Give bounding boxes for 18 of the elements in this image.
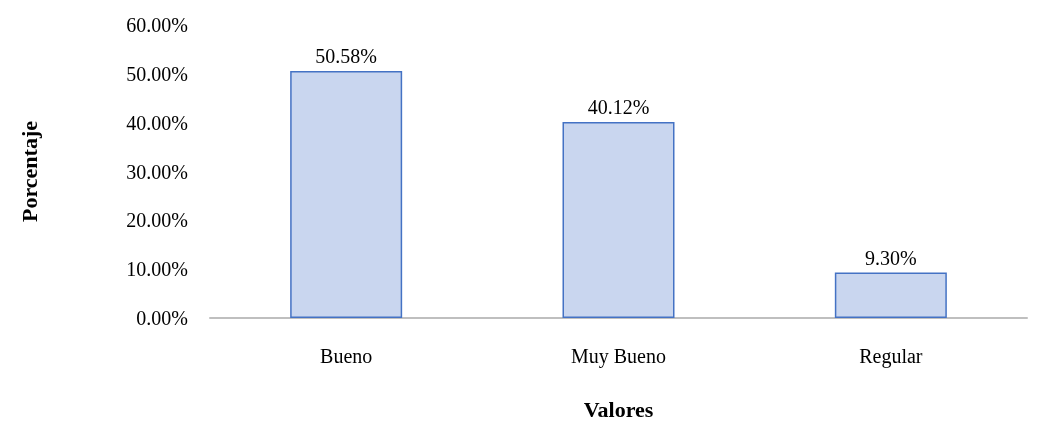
y-tick-label: 40.00%: [126, 111, 188, 134]
y-tick-label: 60.00%: [126, 14, 188, 36]
data-label: 50.58%: [315, 45, 377, 67]
data-label: 40.12%: [587, 96, 650, 119]
x-tick-label: Regular: [859, 345, 923, 368]
bar: [834, 272, 947, 318]
bar: [562, 122, 675, 318]
y-tick-label: 20.00%: [126, 209, 188, 232]
x-tick-label: Muy Bueno: [571, 345, 666, 368]
bar: [290, 71, 403, 318]
data-label: 9.30%: [865, 246, 917, 269]
x-tick-label: Bueno: [320, 345, 373, 367]
y-tick-label: 0.00%: [136, 307, 188, 329]
y-axis-title: Porcentaje: [16, 120, 42, 222]
y-tick-label: 10.00%: [126, 258, 188, 281]
y-tick-label: 50.00%: [126, 62, 188, 85]
x-axis-title: Valores: [583, 396, 654, 422]
y-tick-label: 30.00%: [126, 160, 188, 183]
